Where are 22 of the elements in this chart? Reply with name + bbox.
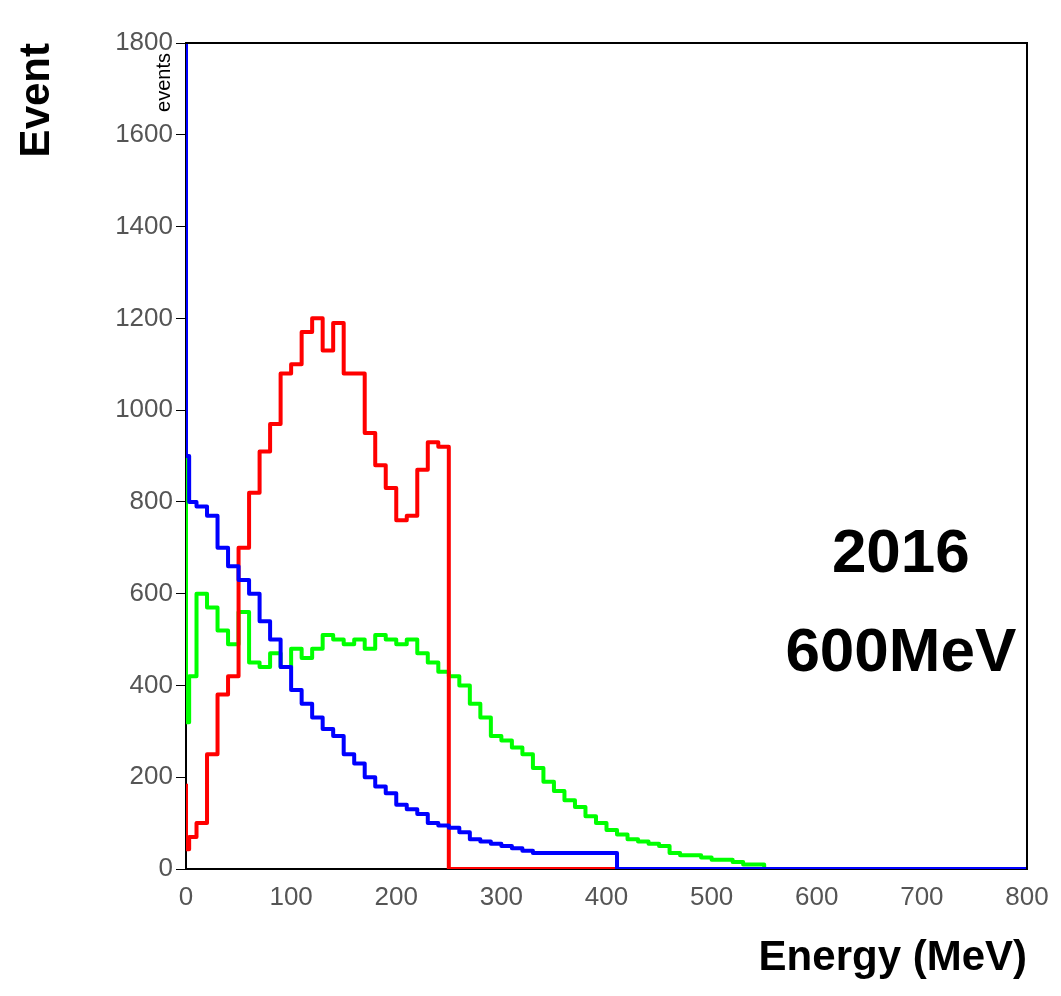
x-tick-label: 500 — [689, 880, 734, 911]
x-tick-label: 600 — [795, 880, 839, 911]
x-tick-label: 400 — [584, 880, 629, 911]
y-tick-label: 1600 — [115, 117, 173, 148]
x-tick-label: 100 — [269, 880, 313, 911]
y-tick-label: 1000 — [115, 393, 173, 424]
y-tick-label: 200 — [129, 760, 173, 791]
y-tick-label: 1400 — [115, 209, 173, 240]
y-tick-label: 400 — [129, 668, 173, 699]
y-tick-label: 600 — [129, 576, 173, 607]
annotation: 600MeV — [785, 615, 1017, 685]
x-tick-label: 200 — [374, 880, 418, 911]
y-axis-title: Event — [10, 42, 58, 158]
y-tick-label: 1200 — [115, 301, 173, 332]
x-tick-label: 700 — [900, 880, 944, 911]
x-tick-label: 300 — [479, 880, 524, 911]
x-axis-title: Energy (MeV) — [758, 932, 1027, 980]
x-tick-label: 0 — [178, 880, 194, 911]
x-tick-label: 800 — [1005, 880, 1049, 911]
y-tick-label: 800 — [129, 485, 173, 516]
y-tick-label: 0 — [158, 852, 173, 883]
annotation: 2016 — [831, 516, 970, 586]
